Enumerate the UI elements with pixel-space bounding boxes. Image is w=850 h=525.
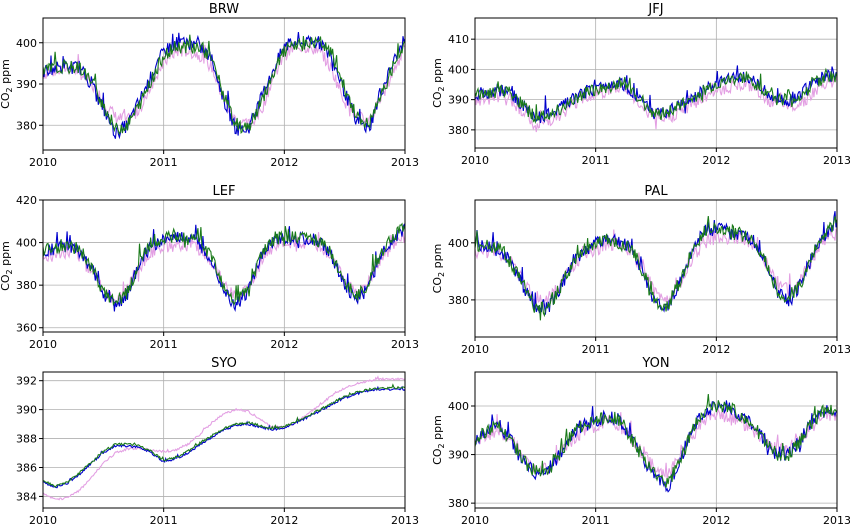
y-tick-label: 390	[448, 449, 469, 462]
y-axis-label: CO2 ppm	[0, 59, 14, 109]
panel-title: PAL	[644, 184, 668, 199]
y-tick-label: 388	[16, 433, 37, 446]
panel-title: SYO	[211, 356, 237, 371]
series-line-1	[43, 223, 405, 312]
y-tick-label: 400	[448, 237, 469, 250]
x-tick-label: 2011	[582, 514, 610, 525]
series-line-2	[475, 67, 837, 124]
x-tick-label: 2013	[823, 154, 850, 167]
series-line-0	[43, 375, 405, 501]
x-tick-label: 2011	[150, 156, 178, 169]
panel-pal: 2010 2011 2012 2013 380 400 PAL CO2 ppm	[431, 184, 850, 356]
x-tick-label: 2013	[823, 343, 850, 356]
y-axis-label: CO2 ppm	[431, 415, 446, 465]
series-line-1	[43, 32, 405, 140]
x-tick-label: 2010	[461, 154, 489, 167]
series-line-2	[475, 393, 837, 488]
x-tick-label: 2011	[582, 154, 610, 167]
axes-frame	[474, 199, 838, 338]
y-tick-label: 380	[16, 279, 37, 292]
series-line-2	[43, 383, 405, 488]
panel-title: BRW	[209, 2, 239, 17]
x-tick-label: 2012	[702, 343, 730, 356]
panel-title: LEF	[213, 184, 236, 199]
x-tick-label: 2013	[391, 338, 419, 351]
y-tick-label: 380	[16, 119, 37, 132]
x-tick-label: 2011	[582, 343, 610, 356]
y-tick-label: 360	[16, 322, 37, 335]
y-axis-label: CO2 ppm	[0, 241, 14, 291]
panel-jfj: 2010 2011 2012 2013 380 390 400 410 JFJ CO2 ppm	[431, 2, 850, 167]
x-tick-label: 2012	[270, 514, 298, 525]
axes-frame	[42, 199, 406, 333]
x-tick-label: 2012	[270, 338, 298, 351]
y-tick-label: 380	[448, 124, 469, 137]
x-tick-label: 2010	[461, 514, 489, 525]
axes-frame	[474, 17, 838, 149]
series-line-2	[43, 222, 405, 306]
x-tick-label: 2013	[391, 514, 419, 525]
series-line-2	[43, 34, 405, 136]
y-tick-label: 380	[448, 497, 469, 510]
x-tick-label: 2013	[823, 514, 850, 525]
x-tick-label: 2012	[702, 514, 730, 525]
y-tick-label: 386	[16, 461, 37, 474]
series-line-1	[43, 385, 405, 489]
panel-yon: 2010 2011 2012 2013 380 390 400 YON CO2 ppm	[431, 356, 850, 525]
x-tick-label: 2012	[702, 154, 730, 167]
panel-lef: 2010 2011 2012 2013 360 380 400 420 LEF CO2 ppm	[0, 184, 419, 351]
y-tick-label: 390	[16, 78, 37, 91]
y-tick-label: 400	[448, 63, 469, 76]
axes-frame	[474, 371, 838, 509]
x-tick-label: 2010	[461, 343, 489, 356]
panel-syo: 2010 2011 2012 2013 384 386 388 390 392 SYO	[16, 356, 419, 525]
y-axis-label: CO2 ppm	[431, 244, 446, 294]
x-tick-label: 2010	[29, 156, 57, 169]
x-tick-label: 2010	[29, 514, 57, 525]
x-tick-label: 2013	[391, 156, 419, 169]
x-tick-label: 2012	[270, 156, 298, 169]
x-tick-label: 2011	[150, 338, 178, 351]
series-line-2	[475, 216, 837, 321]
x-tick-label: 2010	[29, 338, 57, 351]
y-tick-label: 384	[16, 490, 37, 503]
y-tick-label: 380	[448, 294, 469, 307]
y-tick-label: 390	[448, 94, 469, 107]
x-tick-label: 2011	[150, 514, 178, 525]
panel-title: YON	[641, 356, 669, 371]
y-tick-label: 400	[448, 400, 469, 413]
panel-brw: 2010 2011 2012 2013 380 390 400 BRW CO2 ppm	[0, 2, 419, 169]
y-tick-label: 392	[16, 375, 37, 388]
y-tick-label: 410	[448, 33, 469, 46]
panel-title: JFJ	[647, 2, 663, 17]
y-tick-label: 400	[16, 37, 37, 50]
y-axis-label: CO2 ppm	[431, 58, 446, 108]
y-tick-label: 400	[16, 237, 37, 250]
axes-frame	[42, 371, 406, 509]
y-tick-label: 420	[16, 194, 37, 207]
y-tick-label: 390	[16, 404, 37, 417]
